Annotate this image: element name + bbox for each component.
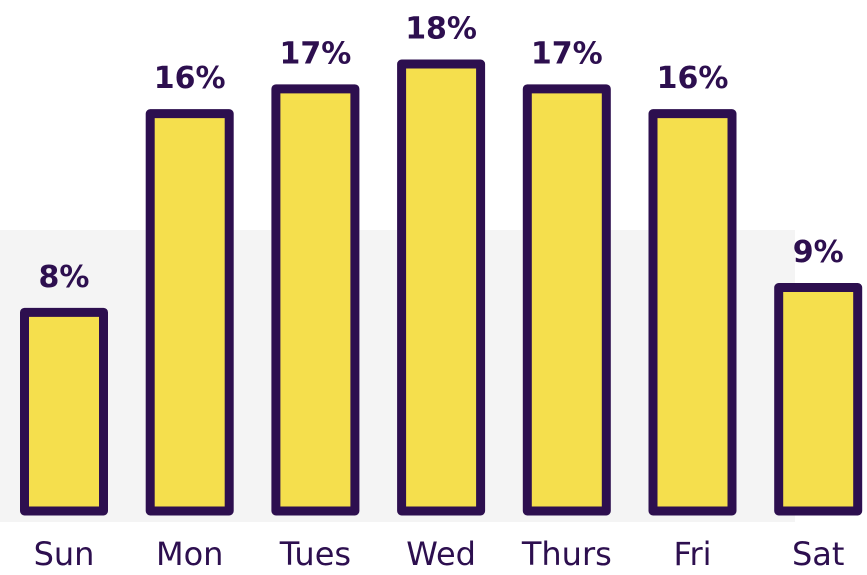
value-label: 16%	[154, 61, 226, 96]
value-label: 8%	[39, 260, 90, 295]
value-label: 17%	[531, 36, 603, 71]
bar	[20, 307, 108, 516]
x-tick-label: Thurs	[521, 535, 612, 573]
x-tick-label: Fri	[673, 535, 711, 573]
value-label: 18%	[405, 12, 477, 47]
bar	[271, 84, 360, 516]
x-tick-label: Tues	[279, 535, 351, 573]
x-tick-label: Sat	[792, 535, 844, 573]
x-tick-label: Wed	[406, 535, 476, 573]
x-tick-label: Mon	[156, 535, 223, 573]
bar	[648, 109, 737, 516]
value-label: 17%	[279, 36, 351, 71]
value-label: 16%	[657, 61, 729, 96]
bar	[145, 109, 234, 516]
bar	[774, 283, 863, 516]
bar	[397, 59, 486, 516]
x-tick-label: Sun	[34, 535, 95, 573]
bar	[522, 84, 611, 516]
value-label: 9%	[793, 235, 844, 270]
